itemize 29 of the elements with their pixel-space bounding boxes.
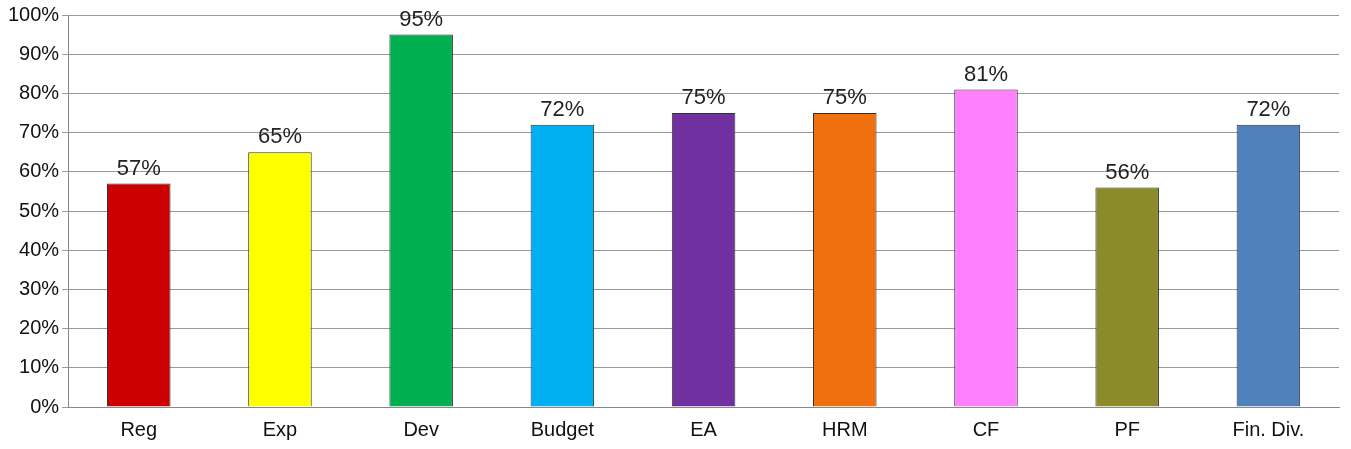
x-tick-label: Budget: [530, 417, 595, 440]
x-tick-label: Reg: [120, 417, 158, 440]
y-tick-label: 100%: [8, 2, 60, 25]
data-label: 57%: [116, 154, 161, 180]
x-tick-label: CF: [972, 417, 1000, 440]
y-tick-label: 80%: [19, 80, 60, 103]
data-label: 65%: [257, 123, 302, 149]
y-tick-label: 60%: [19, 159, 60, 182]
data-label: 56%: [1105, 158, 1150, 184]
x-tick-label: HRM: [822, 417, 868, 440]
x-tick-label: Fin. Div.: [1232, 417, 1305, 440]
x-tick-label: Dev: [403, 417, 439, 440]
y-tick-label: 50%: [19, 198, 60, 221]
y-tick-label: 30%: [19, 276, 60, 299]
y-tick-label: 90%: [19, 41, 60, 64]
x-tick-label: PF: [1114, 417, 1140, 440]
data-label: 72%: [1246, 95, 1291, 121]
x-tick-label: Exp: [262, 417, 298, 440]
x-tick-label: EA: [690, 417, 718, 440]
data-label: 95%: [399, 5, 444, 31]
data-label: 75%: [681, 84, 726, 110]
y-tick-label: 10%: [19, 355, 60, 378]
data-label: 75%: [822, 84, 867, 110]
y-tick-label: 40%: [19, 237, 60, 260]
data-label: 81%: [963, 60, 1009, 86]
y-tick-label: 20%: [19, 316, 60, 339]
y-tick-label: 70%: [19, 120, 60, 143]
y-tick-label: 0%: [30, 394, 60, 417]
data-label: 72%: [540, 95, 585, 121]
